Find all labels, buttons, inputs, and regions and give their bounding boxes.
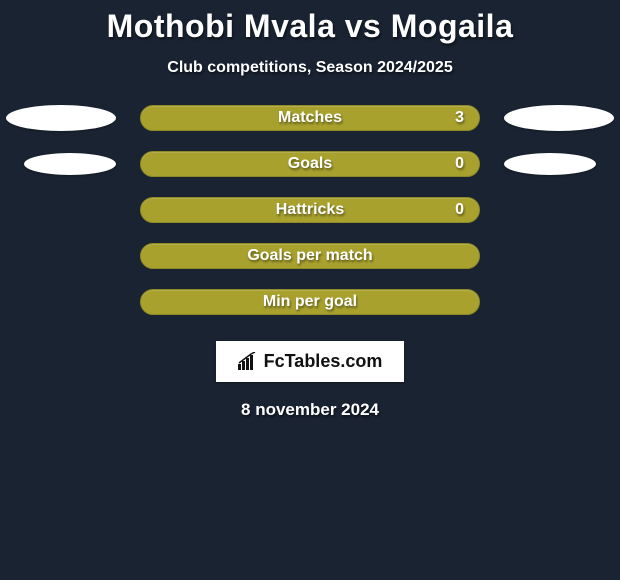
stat-bar <box>140 151 480 177</box>
stat-row: Goals per match <box>0 243 620 269</box>
comparison-panel: Mothobi Mvala vs Mogaila Club competitio… <box>0 0 620 420</box>
stat-bar <box>140 105 480 131</box>
brand-label: FcTables.com <box>264 351 383 371</box>
player-right-ellipse <box>504 153 596 175</box>
stat-bar <box>140 243 480 269</box>
page-title: Mothobi Mvala vs Mogaila <box>0 8 620 45</box>
stat-row: Matches3 <box>0 105 620 131</box>
stat-row: Hattricks0 <box>0 197 620 223</box>
stat-bar <box>140 197 480 223</box>
brand-badge: FcTables.com <box>216 341 405 382</box>
player-left-ellipse <box>6 105 116 131</box>
player-left-ellipse <box>24 153 116 175</box>
chart-icon <box>238 352 260 370</box>
player-right-ellipse <box>504 105 614 131</box>
date-label: 8 november 2024 <box>0 400 620 420</box>
stat-bar <box>140 289 480 315</box>
stat-row: Goals0 <box>0 151 620 177</box>
stat-rows: Matches3 Goals0 Hattricks0 Goals per match M… <box>0 105 620 315</box>
page-subtitle: Club competitions, Season 2024/2025 <box>0 59 620 77</box>
stat-row: Min per goal <box>0 289 620 315</box>
